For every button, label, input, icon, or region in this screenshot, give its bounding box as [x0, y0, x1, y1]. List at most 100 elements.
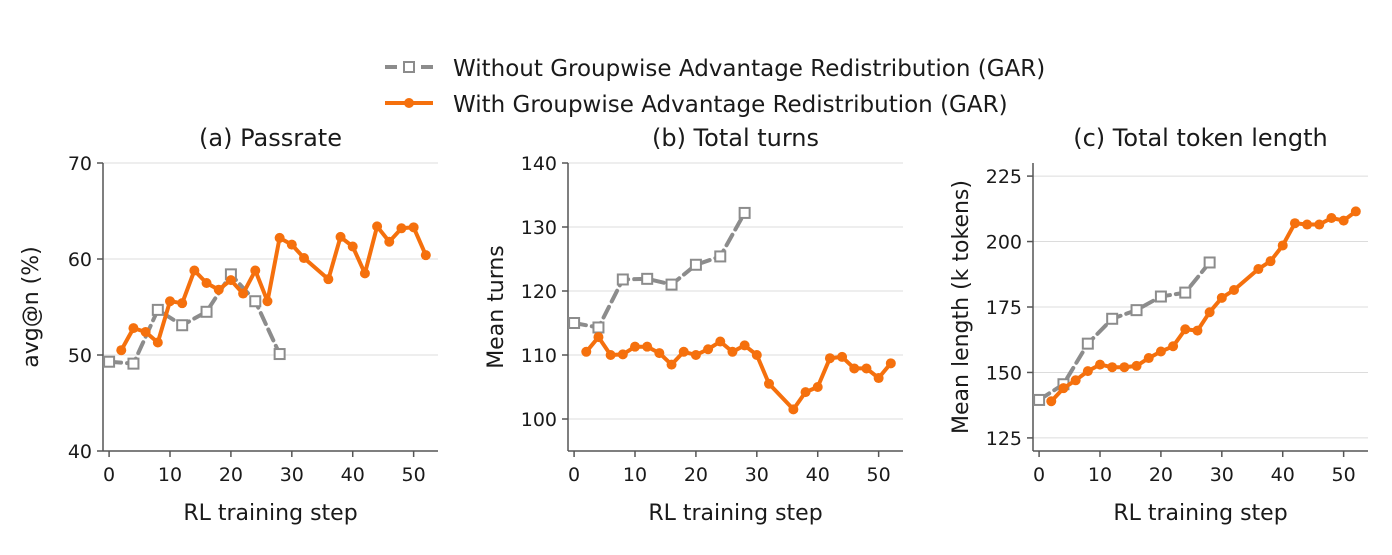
passrate-with-gar-point	[116, 345, 127, 356]
total-token-length-x-label: RL training step	[1113, 501, 1287, 526]
passrate-with-gar-point	[286, 239, 297, 250]
passrate-with-gar-point	[262, 296, 273, 307]
total-token-length-with-gar-point	[1070, 375, 1081, 386]
total-token-length-with-gar-point	[1314, 219, 1325, 230]
total-token-length-x-tick-label: 30	[1210, 464, 1234, 486]
total-token-length-with-gar-point	[1216, 292, 1227, 303]
total-turns-with-gar-point	[885, 358, 896, 369]
total-turns-with-gar-point	[800, 387, 811, 398]
total-turns-with-gar-point	[715, 336, 726, 347]
total-turns-x-tick-label: 30	[745, 464, 769, 486]
passrate-with-gar-line	[119, 224, 428, 353]
passrate-with-gar-point	[347, 241, 358, 252]
passrate-y-tick-label: 50	[68, 345, 92, 367]
total-token-length-with-gar-point	[1119, 362, 1130, 373]
total-turns-with-gar-point	[764, 378, 774, 389]
total-token-length-x-tick-label: 20	[1149, 464, 1173, 486]
total-token-length-with-gar-point	[1168, 341, 1179, 352]
passrate-with-gar-point	[420, 250, 431, 261]
total-token-length-with-gar-point	[1302, 219, 1313, 230]
total-token-length-without-gar-point	[1130, 304, 1143, 317]
total-token-length-without-gar-point	[1081, 337, 1094, 350]
total-turns-with-gar-point	[873, 373, 884, 384]
total-token-length-with-gar-point	[1155, 346, 1166, 357]
total-token-length-y-tick-label: 175	[986, 297, 1022, 319]
passrate-y-label: avg@n (%)	[19, 246, 44, 367]
passrate-with-gar-point	[213, 284, 224, 295]
passrate-x-label: RL training step	[183, 501, 357, 526]
total-turns-y-tick-label: 110	[521, 345, 557, 367]
total-turns-with-gar-point	[678, 346, 689, 357]
passrate-with-gar-point	[189, 265, 200, 276]
passrate-title: (a) Passrate	[199, 124, 342, 152]
passrate-with-gar-point	[299, 253, 309, 264]
total-turns-with-gar-point	[788, 404, 799, 415]
total-turns-with-gar-point	[849, 363, 860, 374]
total-token-length-with-gar-point	[1350, 206, 1361, 217]
total-token-length-x-tick-label: 40	[1271, 464, 1295, 486]
total-turns-without-gar-point	[665, 278, 678, 291]
total-token-length-with-gar-point	[1289, 218, 1300, 229]
total-turns-x-label: RL training step	[648, 501, 822, 526]
total-token-length-with-gar-point	[1253, 264, 1264, 275]
total-token-length-x-tick-label: 50	[1332, 464, 1356, 486]
passrate-without-gar-point	[127, 357, 140, 370]
passrate-x-tick-label: 50	[402, 464, 426, 486]
total-turns-with-gar-point	[837, 351, 848, 362]
passrate-with-gar-point	[323, 274, 334, 285]
total-turns-y-tick-label: 100	[521, 409, 557, 431]
total-turns-with-gar-point	[654, 348, 665, 359]
total-token-length-with-gar-point	[1277, 240, 1288, 251]
total-turns-without-gar-point	[568, 317, 581, 329]
total-token-length-with-gar-point	[1095, 359, 1105, 370]
total-turns-y-label: Mean turns	[484, 245, 509, 369]
passrate-y-tick-label: 40	[68, 441, 92, 463]
passrate-without-gar-point	[151, 303, 164, 316]
passrate-without-gar-point	[249, 295, 262, 308]
legend-with-marker	[404, 98, 414, 108]
total-turns-title: (b) Total turns	[652, 124, 819, 152]
passrate-with-gar-point	[201, 278, 212, 288]
passrate-without-gar-point	[273, 348, 286, 361]
total-turns-without-gar-point	[689, 258, 702, 271]
passrate-with-gar-point	[359, 268, 370, 279]
total-turns-with-gar-point	[739, 340, 750, 351]
total-token-length-with-gar-point	[1143, 353, 1154, 364]
passrate-with-gar-point	[408, 222, 419, 233]
total-turns-with-gar-point	[642, 341, 653, 352]
total-token-length-without-gar-point	[1033, 393, 1046, 406]
passrate-with-gar-point	[152, 337, 163, 348]
total-turns-with-gar-point	[751, 350, 762, 360]
total-token-length-with-gar-point	[1180, 324, 1191, 335]
total-token-length-with-gar-point	[1046, 396, 1057, 407]
total-token-length-y-tick-label: 150	[986, 362, 1022, 384]
total-turns-without-gar-point	[616, 273, 629, 286]
total-turns-without-gar-point	[641, 272, 654, 285]
total-turns-with-gar-point	[727, 346, 738, 357]
total-turns-x-tick-label: 10	[623, 464, 647, 486]
total-token-length-title: (c) Total token length	[1073, 124, 1327, 152]
passrate-with-gar-point	[238, 288, 249, 299]
total-token-length-without-gar-point	[1179, 286, 1192, 299]
total-token-length-x-tick-label: 0	[1033, 464, 1045, 486]
total-turns-with-gar-point	[703, 344, 714, 355]
passrate-with-gar-point	[165, 296, 175, 307]
total-turns-with-gar-point	[861, 363, 872, 374]
passrate-with-gar-point	[128, 323, 139, 334]
total-turns-with-gar-point	[605, 350, 616, 360]
total-turns-y-tick-label: 120	[521, 281, 557, 303]
total-token-length-with-gar-point	[1082, 366, 1093, 377]
passrate-x-tick-label: 0	[103, 464, 115, 486]
passrate-without-gar-line	[107, 272, 282, 366]
panel-total-turns: 100 110 120 130 140 0 10 20 30 40 50 (b) Total turn…	[484, 124, 903, 526]
total-turns-x-tick-label: 40	[806, 464, 830, 486]
passrate-without-gar-point	[176, 319, 189, 332]
total-token-length-x-tick-label: 10	[1088, 464, 1112, 486]
total-turns-x-tick-label: 50	[867, 464, 891, 486]
total-turns-y-tick-label: 130	[521, 217, 557, 239]
total-token-length-with-gar-point	[1338, 215, 1349, 226]
total-token-length-without-gar-point	[1203, 256, 1216, 269]
passrate-with-gar-point	[225, 275, 236, 286]
panel-total-token-length: 125 150 175 200 225 0 10 20 30 40 50 (c) Total toke…	[949, 124, 1368, 526]
